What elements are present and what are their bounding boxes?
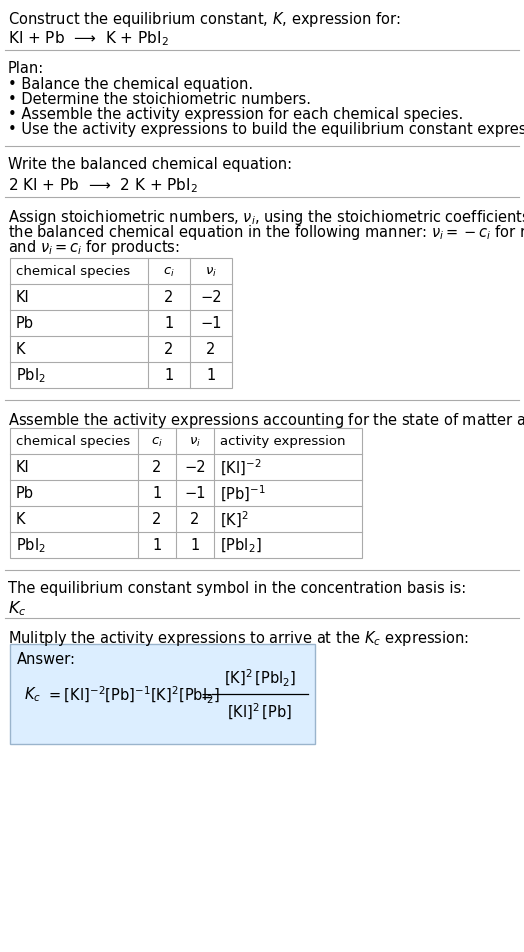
Text: • Determine the stoichiometric numbers.: • Determine the stoichiometric numbers. [8,92,311,107]
Bar [10,259,232,388]
Text: 1: 1 [152,486,161,501]
Text: Write the balanced chemical equation:: Write the balanced chemical equation: [8,157,292,171]
Text: Assemble the activity expressions accounting for the state of matter and $\nu_i$: Assemble the activity expressions accoun… [8,410,524,429]
Text: PbI$_2$: PbI$_2$ [16,536,46,555]
Text: the balanced chemical equation in the following manner: $\nu_i = -c_i$ for react: the balanced chemical equation in the fo… [8,223,524,242]
Text: Assign stoichiometric numbers, $\nu_i$, using the stoichiometric coefficients, $: Assign stoichiometric numbers, $\nu_i$, … [8,208,524,227]
Text: $\nu_i$: $\nu_i$ [189,435,201,448]
Text: 1: 1 [152,538,161,553]
Text: $= [\mathrm{KI}]^{-2}[\mathrm{Pb}]^{-1}[\mathrm{K}]^2[\mathrm{PbI_2}]$: $= [\mathrm{KI}]^{-2}[\mathrm{Pb}]^{-1}[… [46,684,220,704]
Text: Answer:: Answer: [17,651,76,666]
Text: Mulitply the activity expressions to arrive at the $K_c$ expression:: Mulitply the activity expressions to arr… [8,628,469,647]
Text: $=$: $=$ [198,686,214,702]
Text: 2: 2 [206,342,216,357]
FancyBboxPatch shape [10,645,315,744]
Text: [K]$^2$: [K]$^2$ [220,509,248,529]
Text: 2: 2 [152,512,162,527]
Text: Pb: Pb [16,486,34,501]
Text: 2: 2 [190,512,200,527]
Text: 1: 1 [206,368,215,383]
Text: −1: −1 [200,316,222,331]
Text: 2 KI + Pb  ⟶  2 K + PbI$_2$: 2 KI + Pb ⟶ 2 K + PbI$_2$ [8,176,198,194]
Text: $c_i$: $c_i$ [163,266,175,278]
Text: Plan:: Plan: [8,61,44,76]
Text: [PbI$_2$]: [PbI$_2$] [220,536,262,555]
Text: [KI]$^{-2}$: [KI]$^{-2}$ [220,458,261,478]
Text: Pb: Pb [16,316,34,331]
Text: $c_i$: $c_i$ [151,435,163,448]
Text: $[\mathrm{KI}]^2\,[\mathrm{Pb}]$: $[\mathrm{KI}]^2\,[\mathrm{Pb}]$ [227,702,292,722]
Text: • Balance the chemical equation.: • Balance the chemical equation. [8,77,253,92]
Text: −2: −2 [184,460,206,475]
Text: • Use the activity expressions to build the equilibrium constant expression.: • Use the activity expressions to build … [8,122,524,137]
Text: activity expression: activity expression [220,435,345,448]
Text: chemical species: chemical species [16,435,130,448]
Text: $[\mathrm{K}]^2\,[\mathrm{PbI_2}]$: $[\mathrm{K}]^2\,[\mathrm{PbI_2}]$ [224,666,296,688]
Text: $K_c$: $K_c$ [8,599,26,617]
Text: KI: KI [16,460,30,475]
Text: 2: 2 [165,342,173,357]
Text: 1: 1 [165,368,173,383]
Text: [Pb]$^{-1}$: [Pb]$^{-1}$ [220,484,266,504]
Text: Construct the equilibrium constant, $K$, expression for:: Construct the equilibrium constant, $K$,… [8,10,401,29]
Text: −1: −1 [184,486,206,501]
Text: KI: KI [16,290,30,306]
Text: 2: 2 [165,290,173,306]
Text: −2: −2 [200,290,222,306]
Text: 2: 2 [152,460,162,475]
Text: $\nu_i$: $\nu_i$ [205,266,217,278]
Text: $K_c$: $K_c$ [24,684,41,704]
Text: PbI$_2$: PbI$_2$ [16,367,46,385]
Bar [10,428,362,559]
Text: 1: 1 [165,316,173,331]
Text: K: K [16,512,26,527]
Text: and $\nu_i = c_i$ for products:: and $\nu_i = c_i$ for products: [8,238,180,257]
Text: • Assemble the activity expression for each chemical species.: • Assemble the activity expression for e… [8,107,463,122]
Text: chemical species: chemical species [16,266,130,278]
Text: The equilibrium constant symbol in the concentration basis is:: The equilibrium constant symbol in the c… [8,581,466,595]
Text: KI + Pb  ⟶  K + PbI$_2$: KI + Pb ⟶ K + PbI$_2$ [8,29,169,48]
Text: K: K [16,342,26,357]
Text: 1: 1 [190,538,200,553]
